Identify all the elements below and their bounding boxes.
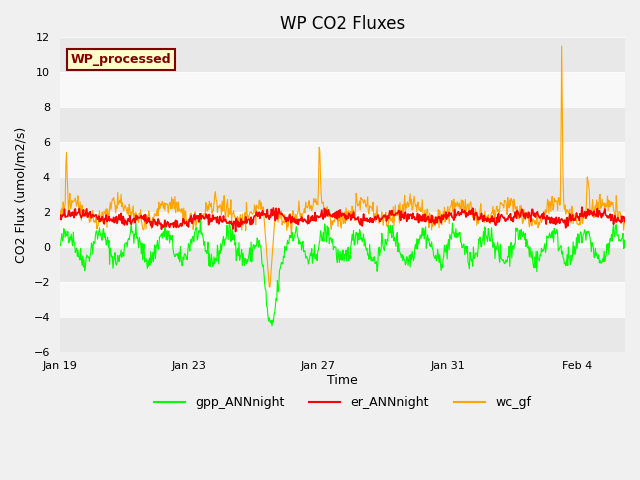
X-axis label: Time: Time	[327, 374, 358, 387]
Legend: gpp_ANNnight, er_ANNnight, wc_gf: gpp_ANNnight, er_ANNnight, wc_gf	[148, 391, 536, 414]
Bar	[60, 247, 625, 282]
Bar	[60, 72, 625, 107]
Text: WP_processed: WP_processed	[71, 53, 172, 66]
Y-axis label: CO2 Flux (umol/m2/s): CO2 Flux (umol/m2/s)	[15, 126, 28, 263]
Bar	[60, 177, 625, 212]
Bar	[60, 212, 625, 247]
Bar	[60, 282, 625, 317]
Title: WP CO2 Fluxes: WP CO2 Fluxes	[280, 15, 405, 33]
Bar	[60, 107, 625, 142]
Bar	[60, 142, 625, 177]
Bar	[60, 37, 625, 72]
Bar	[60, 317, 625, 351]
